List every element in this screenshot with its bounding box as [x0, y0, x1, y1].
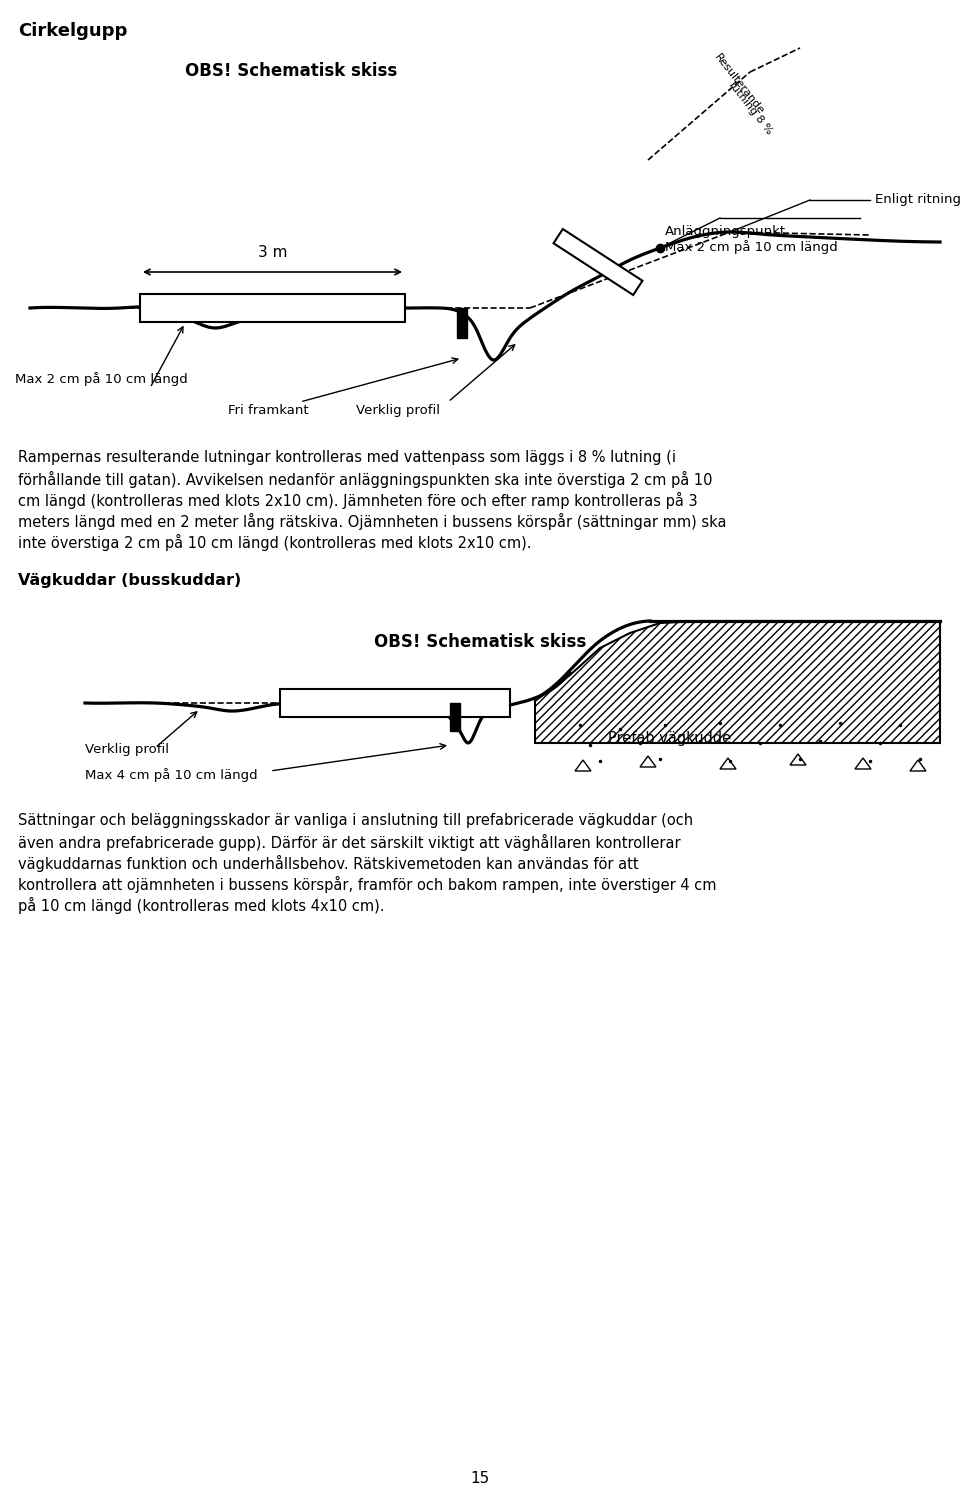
Text: Enligt ritning: Enligt ritning: [875, 193, 960, 207]
Text: Max 4 cm på 10 cm längd: Max 4 cm på 10 cm längd: [85, 768, 257, 783]
Text: Vattenpass 1,0 m: Vattenpass 1,0 m: [563, 237, 634, 287]
Text: cm längd (kontrolleras med klots 2x10 cm). Jämnheten före och efter ramp kontrol: cm längd (kontrolleras med klots 2x10 cm…: [18, 492, 698, 510]
Text: Max 2 cm på 10 cm längd: Max 2 cm på 10 cm längd: [665, 240, 838, 253]
Bar: [140, 294, 405, 323]
Text: Verklig profil: Verklig profil: [356, 404, 440, 418]
Text: Vägkuddar (busskuddar): Vägkuddar (busskuddar): [18, 573, 241, 588]
Text: OBS! Schematisk skiss: OBS! Schematisk skiss: [373, 633, 587, 651]
Text: Sättningar och beläggningsskador är vanliga i anslutning till prefabricerade väg: Sättningar och beläggningsskador är vanl…: [18, 813, 693, 828]
Text: Anläggningspunkt: Anläggningspunkt: [665, 225, 786, 238]
Text: även andra prefabricerade gupp). Därför är det särskilt viktigt att väghållaren : även andra prefabricerade gupp). Därför …: [18, 834, 681, 851]
Bar: [457, 308, 467, 338]
Text: Fri framkant: Fri framkant: [228, 404, 308, 418]
Text: på 10 cm längd (kontrolleras med klots 4x10 cm).: på 10 cm längd (kontrolleras med klots 4…: [18, 897, 385, 914]
Text: OBS! Schematisk skiss: OBS! Schematisk skiss: [185, 62, 397, 80]
Polygon shape: [554, 229, 642, 296]
Text: Rätskiva 2,0 m: Rätskiva 2,0 m: [338, 695, 452, 710]
Text: Max 2 cm på 10 cm längd: Max 2 cm på 10 cm längd: [15, 372, 188, 386]
Text: Rampernas resulterande lutningar kontrolleras med vattenpass som läggs i 8 % lut: Rampernas resulterande lutningar kontrol…: [18, 449, 676, 464]
Text: förhållande till gatan). Avvikelsen nedanför anläggningspunkten ska inte översti: förhållande till gatan). Avvikelsen neda…: [18, 470, 712, 489]
Text: vägkuddarnas funktion och underhållsbehov. Rätskivemetoden kan användas för att: vägkuddarnas funktion och underhållsbeho…: [18, 855, 638, 872]
Text: Prefab vägkudde: Prefab vägkudde: [609, 731, 732, 746]
Text: meters längd med en 2 meter lång rätskiva. Ojämnheten i bussens körspår (sättnin: meters längd med en 2 meter lång rätskiv…: [18, 513, 727, 529]
Text: inte överstiga 2 cm på 10 cm längd (kontrolleras med klots 2x10 cm).: inte överstiga 2 cm på 10 cm längd (kont…: [18, 534, 532, 550]
Text: Verklig profil: Verklig profil: [85, 743, 169, 756]
Text: 3 m: 3 m: [257, 244, 287, 259]
Bar: [280, 689, 510, 716]
Text: Resulterande: Resulterande: [712, 51, 765, 116]
Text: kontrollera att ojämnheten i bussens körspår, framför och bakom rampen, inte öve: kontrollera att ojämnheten i bussens kör…: [18, 876, 716, 893]
Text: Cirkelgupp: Cirkelgupp: [18, 23, 128, 41]
Text: Rätskiva 2,0 m: Rätskiva 2,0 m: [216, 300, 329, 315]
Text: lutning 8 %: lutning 8 %: [727, 80, 775, 137]
Bar: [450, 703, 460, 731]
Text: 15: 15: [470, 1470, 490, 1485]
